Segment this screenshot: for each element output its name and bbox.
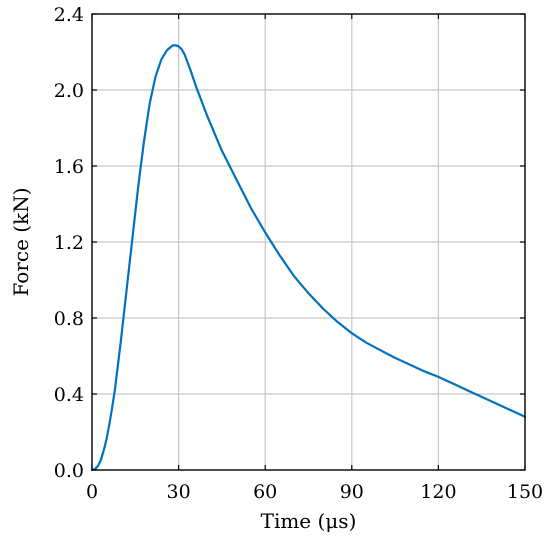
x-axis-label: Time (μs) [261, 509, 357, 533]
force-series-line [90, 44, 527, 472]
grid [92, 14, 525, 470]
y-tick-labels: 0.0 0.4 0.8 1.2 1.6 2.0 2.4 [54, 4, 84, 482]
y-tick-label: 2.4 [54, 4, 84, 26]
x-tick-label: 150 [507, 481, 543, 503]
x-tick-label: 90 [340, 481, 364, 503]
y-tick-label: 1.2 [54, 232, 84, 254]
x-tick-labels: 0 30 60 90 120 150 [86, 481, 543, 503]
series-layer [90, 44, 527, 472]
x-tick-label: 60 [253, 481, 277, 503]
ticks [91, 13, 526, 471]
x-tick-label: 0 [86, 481, 98, 503]
y-axis-label: Force (kN) [9, 187, 33, 296]
y-tick-label: 0.0 [54, 460, 84, 482]
y-tick-label: 1.6 [54, 156, 84, 178]
y-tick-label: 0.8 [54, 308, 84, 330]
y-tick-label: 0.4 [54, 384, 84, 406]
x-tick-label: 30 [167, 481, 191, 503]
x-tick-label: 120 [420, 481, 456, 503]
y-tick-label: 2.0 [54, 80, 84, 102]
